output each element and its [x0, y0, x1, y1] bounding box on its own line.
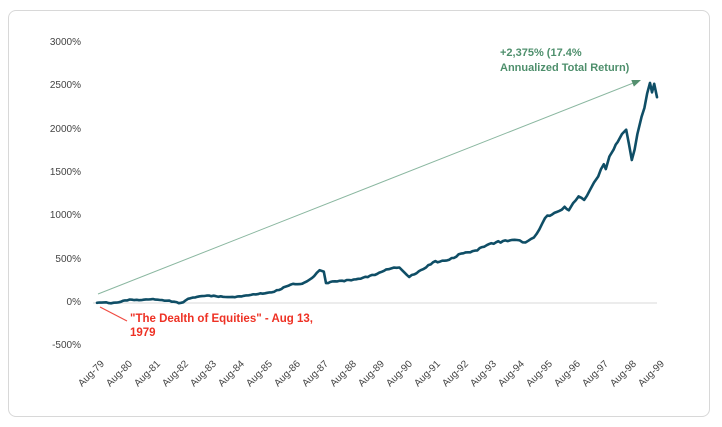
trend-arrow-line — [97, 81, 637, 295]
y-tick-label: 1500% — [49, 167, 81, 178]
death-annotation-line2: 1979 — [130, 327, 156, 339]
gain-annotation: +2,375% (17.4% Annualized Total Return) — [500, 46, 629, 76]
card-border — [8, 10, 710, 417]
total-return-line — [95, 81, 659, 305]
gain-annotation-line2: Annualized Total Return) — [500, 62, 630, 74]
y-tick-label: 0% — [66, 297, 81, 308]
y-tick-label: 3000% — [49, 37, 81, 49]
death-annotation-leader-line — [99, 306, 128, 322]
death-of-equities-annotation: "The Dealth of Equities" - Aug 13, 1979 — [130, 312, 313, 340]
y-tick-label: 2000% — [49, 123, 81, 135]
trend-arrow-head-icon — [631, 80, 641, 87]
death-annotation-line1: "The Dealth of Equities" - Aug 13, — [130, 313, 313, 325]
y-tick-label: 1000% — [49, 210, 81, 222]
y-tick-label: 2500% — [49, 80, 81, 92]
y-tick-label: -500% — [52, 340, 81, 352]
gain-annotation-line1: +2,375% (17.4% — [500, 47, 582, 59]
y-tick-label: 500% — [55, 253, 81, 265]
